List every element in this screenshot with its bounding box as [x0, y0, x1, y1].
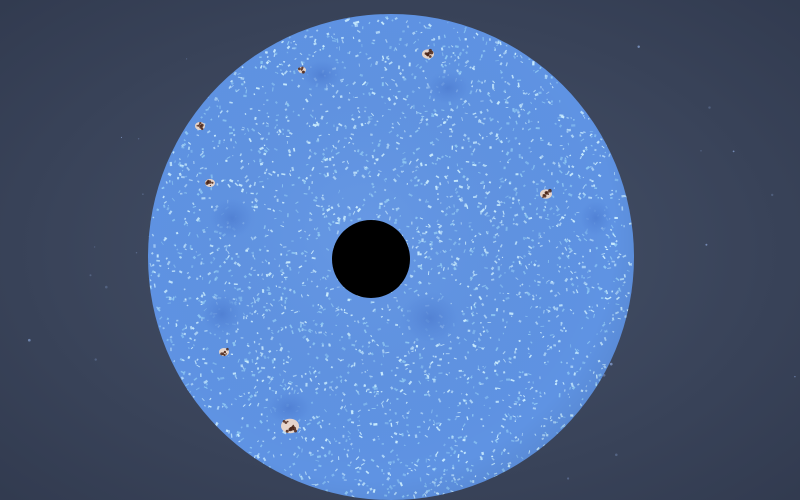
star	[794, 375, 796, 378]
star	[120, 136, 123, 139]
star	[142, 193, 144, 195]
black-center-hole	[332, 220, 410, 298]
star	[615, 453, 618, 457]
star	[186, 58, 188, 60]
star	[135, 251, 138, 254]
star	[732, 150, 735, 153]
star	[708, 106, 711, 109]
star	[700, 149, 702, 152]
star	[771, 193, 774, 197]
star	[105, 285, 108, 289]
star	[567, 477, 570, 480]
star	[93, 246, 96, 248]
star	[637, 45, 640, 48]
star	[137, 138, 140, 140]
star	[89, 274, 92, 277]
star	[27, 338, 31, 342]
star	[609, 362, 613, 366]
star	[94, 358, 97, 361]
star	[705, 243, 708, 246]
